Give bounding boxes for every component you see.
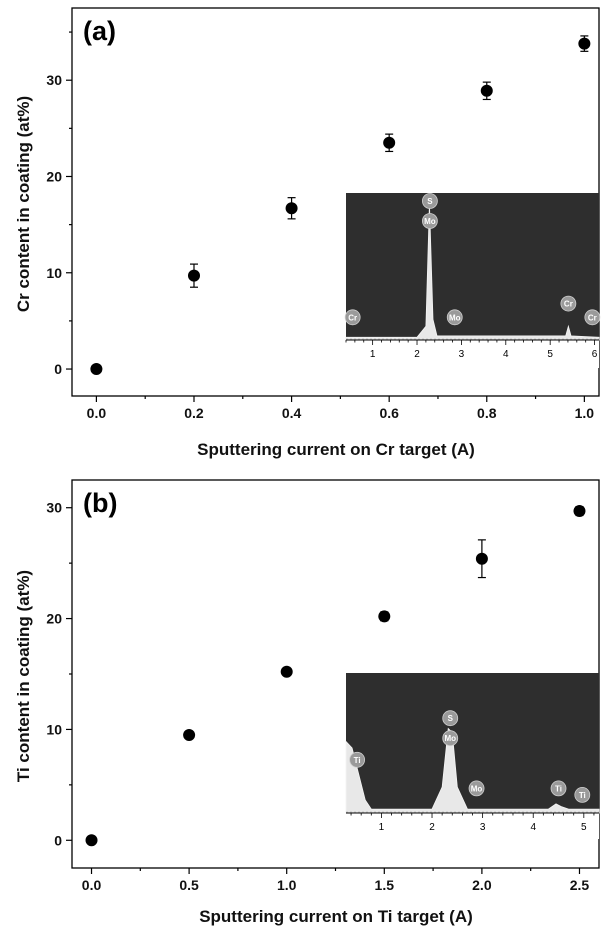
y-tick-label: 10 — [46, 265, 62, 281]
panel-b-data-points — [85, 505, 586, 847]
data-point — [187, 269, 200, 282]
x-tick-label: 1.0 — [575, 405, 595, 421]
inset-tick-label: 2 — [429, 822, 435, 833]
panel-a-y-ticks: 0 10 20 30 — [46, 31, 72, 377]
inset-tick-label: 5 — [581, 822, 587, 833]
data-point — [480, 84, 493, 97]
x-tick-label: 2.0 — [472, 877, 492, 893]
peak-label-text: Mo — [449, 313, 461, 322]
peak-label-text: Ti — [354, 756, 361, 765]
peak-label-badge — [550, 780, 567, 797]
inset-tick-label: 1 — [379, 822, 385, 833]
peak-label-badge — [349, 751, 366, 768]
peak-label-text: S — [427, 197, 433, 206]
peak-label-text: S — [448, 714, 454, 723]
data-point — [183, 728, 196, 741]
panel-a-y-axis-title: Cr content in coating (at%) — [14, 96, 33, 312]
inset-tick-label: 1 — [370, 349, 376, 360]
y-tick-label: 30 — [46, 500, 62, 516]
peak-label-text: Mo — [444, 734, 456, 743]
panel-a-x-axis-title: Sputtering current on Cr target (A) — [197, 440, 475, 459]
inset-tick-label: 6 — [592, 349, 598, 360]
peak-label-text: Mo — [424, 217, 436, 226]
x-tick-label: 0.4 — [282, 405, 302, 421]
peak-label-text: Ti — [555, 784, 562, 793]
peak-label-text: Cr — [588, 313, 597, 322]
inset-axis-area — [346, 340, 599, 368]
data-point — [383, 136, 396, 149]
panel-b: (b) 0 10 20 30 0.0 0.5 1.0 1.5 2.0 2.5 Sputterin… — [14, 479, 600, 926]
data-point — [578, 37, 591, 50]
inset-tick-label: 4 — [503, 349, 509, 360]
inset-tick-label: 3 — [480, 822, 486, 833]
x-tick-label: 0.0 — [87, 405, 107, 421]
x-tick-label: 1.0 — [277, 877, 297, 893]
peak-label-text: Mo — [471, 784, 483, 793]
peak-label-badge — [584, 309, 601, 326]
x-tick-label: 0.0 — [82, 877, 102, 893]
data-point — [475, 552, 488, 565]
x-tick-label: 2.5 — [570, 877, 590, 893]
data-point — [285, 202, 298, 215]
peak-label-text: Cr — [564, 300, 573, 309]
peak-label-text: Cr — [348, 313, 357, 322]
panel-b-x-ticks: 0.0 0.5 1.0 1.5 2.0 2.5 — [82, 868, 590, 893]
x-tick-label: 0.8 — [477, 405, 497, 421]
peak-label-badge — [468, 780, 485, 797]
panel-a: (a) 0 10 20 30 0.0 0.2 0.4 0.6 0.8 1.0 Sputterin… — [14, 7, 601, 459]
panel-b-y-axis-title: Ti content in coating (at%) — [14, 570, 33, 782]
panel-a-data-points — [90, 35, 591, 376]
inset-spectrum-area — [345, 202, 600, 341]
panel-b-x-axis-title: Sputtering current on Ti target (A) — [199, 907, 473, 926]
peak-label-badge — [442, 730, 459, 747]
inset-tick-label: 5 — [547, 349, 553, 360]
y-tick-label: 0 — [54, 361, 62, 377]
peak-label-badge — [421, 213, 438, 229]
peak-label-text: Ti — [579, 791, 586, 800]
data-point — [573, 505, 586, 518]
x-tick-label: 0.2 — [184, 405, 204, 421]
x-tick-label: 1.5 — [375, 877, 395, 893]
y-tick-label: 10 — [46, 721, 62, 737]
y-tick-label: 30 — [46, 72, 62, 88]
data-point — [378, 610, 391, 623]
inset-axis-area — [346, 813, 599, 839]
panel-a-inset-spectrum: 1 2 3 4 5 6 Cr S Mo Mo Cr Cr — [344, 193, 601, 368]
x-tick-label: 0.6 — [379, 405, 399, 421]
inset-tick-label: 3 — [459, 349, 465, 360]
panel-a-label: (a) — [83, 16, 116, 46]
panel-b-inset-spectrum: 1 2 3 4 5 Ti S Mo Mo Ti Ti — [345, 673, 600, 839]
peak-label-badge — [442, 710, 459, 727]
data-point — [85, 834, 98, 847]
peak-label-badge — [421, 193, 438, 209]
data-point — [280, 665, 293, 678]
peak-label-badge — [446, 309, 463, 326]
y-tick-label: 20 — [46, 168, 62, 184]
panel-b-label: (b) — [83, 488, 117, 518]
panel-a-x-ticks: 0.0 0.2 0.4 0.6 0.8 1.0 — [87, 396, 595, 421]
data-point — [90, 363, 103, 376]
inset-tick-label: 2 — [414, 349, 420, 360]
peak-label-badge — [574, 787, 591, 803]
x-tick-label: 0.5 — [179, 877, 199, 893]
inset-tick-label: 4 — [530, 822, 536, 833]
peak-label-badge — [344, 309, 361, 326]
y-tick-label: 0 — [54, 832, 62, 848]
panel-b-y-ticks: 0 10 20 30 — [46, 500, 72, 848]
y-tick-label: 20 — [46, 611, 62, 627]
peak-label-badge — [560, 295, 577, 312]
inset-background — [346, 193, 599, 340]
